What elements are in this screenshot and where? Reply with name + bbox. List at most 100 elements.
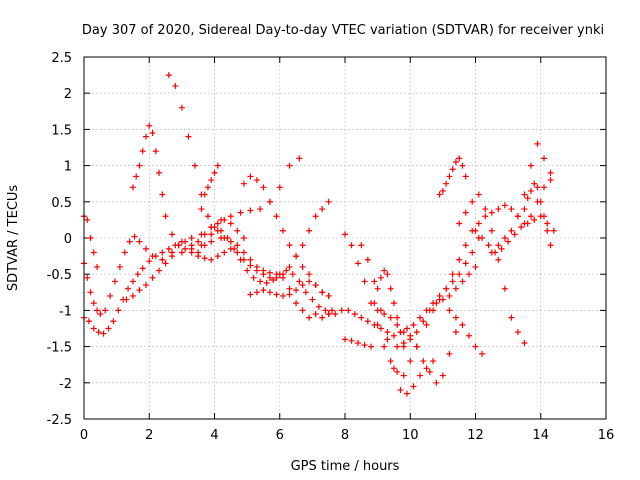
data-point — [299, 263, 306, 270]
data-point — [257, 206, 264, 213]
data-point — [417, 314, 424, 321]
data-point — [208, 256, 215, 263]
data-point — [332, 311, 339, 318]
data-point — [433, 300, 440, 307]
data-point — [195, 249, 202, 256]
data-point — [214, 162, 221, 169]
y-tick-label: 1 — [64, 160, 72, 175]
data-point — [85, 318, 92, 325]
data-point — [511, 231, 518, 238]
data-point — [449, 166, 456, 173]
y-axis-label: SDTVAR / TECUs — [6, 185, 21, 292]
data-point — [208, 231, 215, 238]
data-point — [400, 372, 407, 379]
data-point — [475, 220, 482, 227]
tick-labels: 0 2 4 6 8 10 12 14 16 -2.5 -2 -1.5 -1 -0.5 0 0.5 1 1.5 2 2.… — [47, 51, 615, 443]
data-point — [253, 177, 260, 184]
data-point — [286, 285, 293, 292]
data-point — [273, 291, 280, 298]
data-point — [325, 198, 332, 205]
data-point — [240, 249, 247, 256]
data-point — [531, 180, 538, 187]
data-point — [169, 231, 176, 238]
data-point — [472, 263, 479, 270]
data-point — [136, 287, 143, 294]
data-point — [403, 390, 410, 397]
data-point — [394, 321, 401, 328]
data-point — [178, 249, 185, 256]
data-point — [541, 213, 548, 220]
data-point — [125, 285, 132, 292]
y-tick-label: 0.5 — [51, 196, 72, 211]
data-point — [146, 122, 153, 129]
data-point — [306, 314, 313, 321]
data-point — [436, 296, 443, 303]
data-point — [273, 213, 280, 220]
data-point — [270, 276, 277, 283]
data-point — [531, 216, 538, 223]
data-point — [319, 206, 326, 213]
data-point — [227, 238, 234, 245]
data-point — [266, 274, 273, 281]
data-point — [488, 227, 495, 234]
data-point — [456, 271, 463, 278]
data-point — [129, 292, 136, 299]
x-tick-label: 2 — [145, 428, 153, 443]
data-point — [204, 213, 211, 220]
data-point — [123, 296, 130, 303]
series-track-6 — [123, 216, 247, 303]
data-point — [306, 278, 313, 285]
data-points — [81, 72, 557, 397]
data-point — [544, 227, 551, 234]
data-point — [221, 235, 228, 241]
series-track-3 — [81, 213, 101, 270]
data-point — [309, 296, 316, 303]
data-point — [384, 336, 391, 343]
data-point — [266, 269, 273, 276]
y-tick-label: -2.5 — [47, 413, 72, 428]
data-point — [452, 158, 459, 165]
data-point — [214, 220, 221, 227]
data-point — [452, 285, 459, 292]
data-point — [87, 289, 94, 296]
y-tick-label: -1 — [59, 304, 72, 319]
data-point — [306, 227, 313, 234]
data-point — [381, 343, 388, 350]
data-point — [296, 155, 303, 162]
series-track-21 — [456, 191, 528, 346]
data-point — [188, 249, 195, 256]
data-point — [214, 253, 221, 260]
data-point — [280, 292, 287, 299]
data-point — [136, 238, 143, 245]
data-point — [400, 329, 407, 336]
data-point — [90, 249, 97, 256]
data-point — [286, 242, 293, 249]
data-point — [142, 133, 149, 140]
data-point — [544, 220, 551, 227]
data-point — [417, 372, 424, 379]
data-point — [105, 325, 112, 332]
data-point — [508, 206, 515, 213]
data-point — [178, 104, 185, 111]
data-point — [485, 242, 492, 249]
data-point — [111, 278, 118, 285]
data-point — [129, 184, 136, 191]
data-point — [456, 220, 463, 227]
data-point — [462, 209, 469, 216]
data-point — [462, 242, 469, 249]
data-point — [94, 307, 101, 314]
data-point — [394, 343, 401, 350]
data-point — [208, 238, 215, 245]
data-point — [115, 307, 122, 314]
data-point — [355, 260, 362, 267]
data-point — [456, 256, 463, 263]
series-track-17 — [394, 329, 459, 386]
data-point — [201, 255, 208, 262]
x-tick-label: 6 — [276, 428, 284, 443]
data-point — [514, 213, 521, 220]
x-tick-label: 0 — [80, 428, 88, 443]
data-point — [430, 358, 437, 365]
data-point — [541, 184, 548, 191]
data-point — [413, 329, 420, 336]
